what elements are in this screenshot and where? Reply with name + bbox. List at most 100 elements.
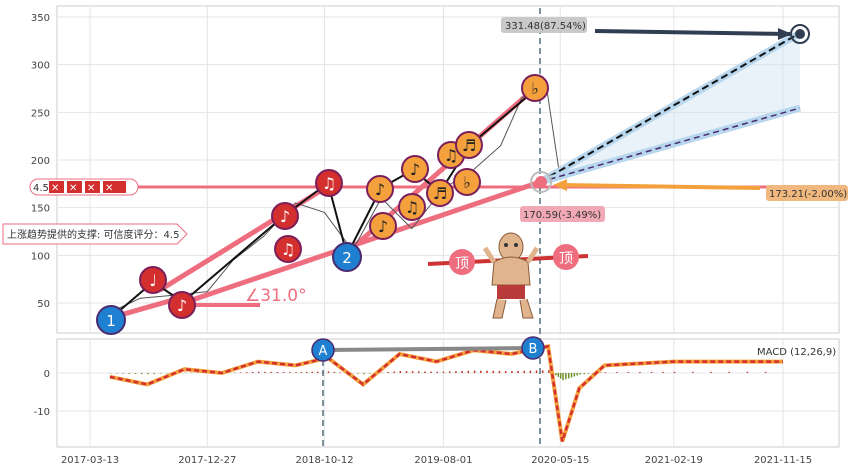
price-y-axis: 50 100 150 200 250 300 350 [31,13,50,310]
macd-histogram-bar [746,371,749,373]
wave-2-marker: 2 [332,242,362,272]
macd-histogram-bar [559,373,562,379]
svg-text:♫: ♫ [322,174,336,193]
svg-text:♪: ♪ [410,160,420,179]
macd-y-tick-label: -10 [34,407,50,418]
macd-histogram-bar [511,371,513,373]
macd-grid [57,372,839,412]
macd-histogram-bar [147,373,149,375]
macd-histogram-bar [270,371,272,373]
divergence-line [322,346,534,352]
svg-text:♪: ♪ [177,296,187,315]
x-tick-label: 2017-12-27 [178,455,236,466]
macd-histogram-bar [264,371,266,373]
music-note-markers: ♩♪♪♫♫ ♪♪♪♫♬♫♬♭♭ [139,74,549,319]
macd-histogram-bar [134,373,137,374]
macd-histogram-bar [393,371,395,373]
support-label: 上涨趋势提供的支撑: 可信度评分：4.5 [7,228,179,241]
macd-histogram-bar [316,371,319,373]
svg-text:♬: ♬ [433,184,447,203]
rating-boxes: ✕ ✕ ✕ ✕ [49,181,126,194]
macd-histogram-bar [399,371,402,373]
music-note-icon: ♭ [521,74,549,102]
svg-text:♩: ♩ [149,271,157,290]
macd-histogram-bar [517,370,519,373]
macd-histogram-bar [153,373,155,374]
macd-histogram-bar [430,371,432,373]
wave-1-marker: 1 [96,305,126,335]
macd-histogram-bar [357,373,359,374]
macd-panel [56,338,840,448]
macd-histogram-bar [251,372,254,373]
price-y-tick-label: 50 [37,299,50,310]
macd-histogram-bar [311,371,314,373]
music-note-icon: ♫ [315,169,343,197]
top-marker-left: 顶 [449,249,475,275]
macd-histogram-bar [535,370,538,373]
svg-text:♭: ♭ [531,79,539,98]
x-tick-label: 2020-05-15 [531,455,589,466]
lower-target-arrow-line [561,183,761,190]
macd-legend: MACD (12,26,9) [757,347,836,358]
svg-text:✕: ✕ [69,183,77,194]
top-marker-right: 顶 [553,244,579,270]
svg-text:♫: ♫ [405,198,419,217]
target-upper-label: 331.48(87.54%) [505,21,586,32]
macd-histogram-bar [300,372,303,373]
macd-histogram-bar [567,373,570,379]
macd-histogram-bar [587,373,590,374]
svg-text:♫: ♫ [281,240,295,259]
macd-histogram-bar [327,371,330,373]
macd-histogram-bar [565,373,567,380]
svg-text:2: 2 [342,249,352,267]
macd-histogram-bar [239,372,242,373]
music-note-icon: ♪ [401,155,429,183]
macd-histogram-bar [455,371,457,373]
macd-histogram-bar [363,373,365,375]
macd-histogram-bar [764,371,767,373]
macd-histogram-bar [295,372,297,373]
macd-histogram-bar [573,373,576,377]
macd-histogram-bar [529,370,532,373]
support-trendline [191,179,541,303]
macd-histogram-bar [480,370,482,373]
macd-histogram-bar [673,371,676,373]
macd-histogram-bar [122,373,124,374]
macd-histogram-bar [576,373,578,376]
divergence-a-marker: A [311,338,335,362]
projection-lower-dashed [539,107,801,183]
macd-histogram-bar [523,370,525,373]
macd-histogram-bar [116,373,118,374]
macd-histogram-bar [424,371,426,373]
macd-histogram-bar [405,371,408,373]
macd-histogram-bar [728,371,730,373]
music-note-icon: ♪ [271,202,299,230]
macd-histogram-bar [650,371,653,373]
macd-histogram-bar [562,373,564,381]
price-y-tick-label: 350 [31,13,50,24]
target-circle-icon [790,24,810,44]
price-y-tick-label: 200 [31,156,50,167]
svg-text:♪: ♪ [378,217,388,236]
angle-label: ∠31.0° [245,286,307,306]
support-tag-bg [2,223,188,245]
projection-upper-dashed [539,32,801,183]
macd-histogram-bar [387,372,389,373]
macd-histogram-bar [436,371,438,373]
x-tick-label: 2019-08-01 [414,455,472,466]
x-tick-label: 2017-03-13 [61,455,119,466]
macd-histogram-bar [467,370,470,373]
macd-y-axis: 0 -10 [34,369,50,418]
macd-histogram-bar [486,370,488,373]
macd-histogram-bar [306,371,308,373]
target-lower-label: 173.21(-2.00%) [769,189,847,200]
x-tick-label: 2021-02-19 [645,455,703,466]
macd-histogram-bar [461,371,463,373]
target-lower-tag-bg [766,185,848,201]
macd-histogram-bar [555,373,557,376]
x-tick-label: 2018-10-12 [295,455,353,466]
lower-target-arrow-head [553,179,567,191]
macd-histogram-bar [504,370,507,373]
current-price-circle-icon [530,171,552,193]
macd-histogram-bar [570,373,573,378]
